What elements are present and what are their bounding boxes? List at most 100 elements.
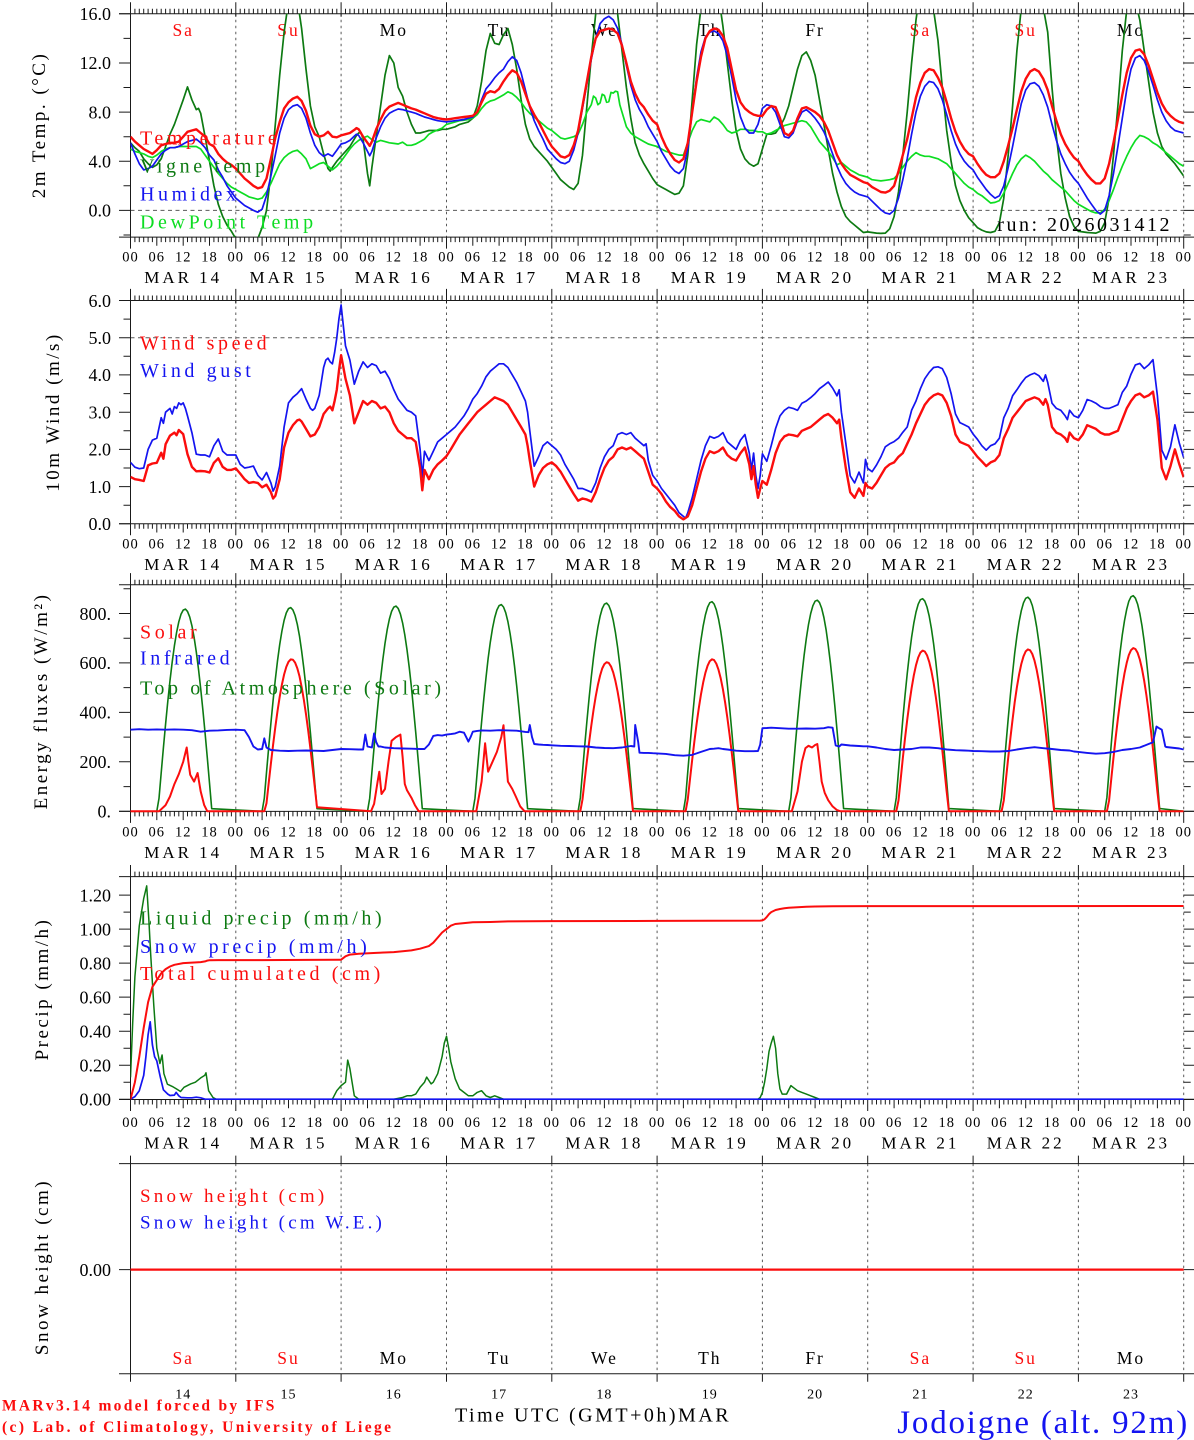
svg-text:00: 00 xyxy=(1175,825,1192,841)
svg-text:06: 06 xyxy=(570,825,587,841)
svg-text:06: 06 xyxy=(886,250,903,266)
svg-text:MAR 14: MAR 14 xyxy=(144,268,222,287)
svg-text:15: 15 xyxy=(281,1388,297,1403)
svg-text:00: 00 xyxy=(859,250,876,266)
svg-text:00: 00 xyxy=(859,825,876,841)
svg-text:12: 12 xyxy=(912,1115,929,1131)
svg-text:18: 18 xyxy=(1149,825,1166,841)
svg-text:0.00: 0.00 xyxy=(80,1090,112,1110)
svg-text:1.20: 1.20 xyxy=(80,885,112,905)
svg-text:Total cumulated (cm): Total cumulated (cm) xyxy=(140,963,384,985)
svg-text:12: 12 xyxy=(1017,250,1034,266)
svg-text:Sa: Sa xyxy=(910,20,932,40)
svg-text:12: 12 xyxy=(702,537,719,553)
svg-text:12: 12 xyxy=(702,250,719,266)
svg-text:00: 00 xyxy=(333,825,350,841)
svg-text:12: 12 xyxy=(1123,250,1140,266)
svg-text:3.0: 3.0 xyxy=(89,403,112,423)
svg-text:00: 00 xyxy=(544,537,561,553)
svg-text:MAR 16: MAR 16 xyxy=(355,843,433,862)
svg-text:00: 00 xyxy=(544,250,561,266)
svg-text:12: 12 xyxy=(702,1115,719,1131)
svg-text:18: 18 xyxy=(1044,1115,1061,1131)
svg-text:MAR 23: MAR 23 xyxy=(1092,843,1170,862)
svg-text:(c) Lab. of Climatology, Unive: (c) Lab. of Climatology, University of L… xyxy=(2,1419,393,1436)
svg-text:MAR 19: MAR 19 xyxy=(671,843,749,862)
svg-text:00: 00 xyxy=(754,825,771,841)
svg-text:12: 12 xyxy=(175,825,192,841)
svg-text:Wind speed: Wind speed xyxy=(140,333,270,355)
svg-text:18: 18 xyxy=(412,537,429,553)
svg-text:Wind gust: Wind gust xyxy=(140,360,254,382)
svg-text:0.: 0. xyxy=(98,802,112,822)
svg-text:Mo: Mo xyxy=(380,1348,408,1368)
svg-text:23: 23 xyxy=(1123,1388,1139,1403)
svg-text:18: 18 xyxy=(623,537,640,553)
svg-text:00: 00 xyxy=(438,825,455,841)
svg-text:12: 12 xyxy=(175,537,192,553)
svg-text:12: 12 xyxy=(702,825,719,841)
svg-text:MAR 14: MAR 14 xyxy=(144,1133,222,1152)
svg-text:MAR 20: MAR 20 xyxy=(776,555,854,574)
svg-text:06: 06 xyxy=(149,250,166,266)
svg-text:8.0: 8.0 xyxy=(89,102,112,122)
svg-text:Fr: Fr xyxy=(805,20,825,40)
svg-text:12: 12 xyxy=(386,537,403,553)
svg-text:18: 18 xyxy=(728,250,745,266)
svg-text:200.: 200. xyxy=(80,752,112,772)
svg-text:18: 18 xyxy=(938,825,955,841)
svg-text:18: 18 xyxy=(596,1388,612,1403)
svg-text:12: 12 xyxy=(596,1115,613,1131)
svg-text:5.0: 5.0 xyxy=(89,328,112,348)
svg-text:MAR 23: MAR 23 xyxy=(1092,268,1170,287)
svg-text:00: 00 xyxy=(333,1115,350,1131)
svg-text:0.0: 0.0 xyxy=(89,514,112,534)
svg-text:800.: 800. xyxy=(80,604,112,624)
svg-text:06: 06 xyxy=(886,1115,903,1131)
svg-text:MAR 21: MAR 21 xyxy=(881,1133,959,1152)
svg-text:MAR 16: MAR 16 xyxy=(355,555,433,574)
svg-text:12: 12 xyxy=(175,1115,192,1131)
svg-text:2.0: 2.0 xyxy=(89,440,112,460)
svg-text:18: 18 xyxy=(307,250,324,266)
svg-text:06: 06 xyxy=(991,1115,1008,1131)
svg-text:06: 06 xyxy=(254,537,271,553)
svg-text:18: 18 xyxy=(623,250,640,266)
svg-text:MAR 17: MAR 17 xyxy=(460,268,538,287)
svg-text:We: We xyxy=(591,1348,618,1368)
svg-text:00: 00 xyxy=(544,825,561,841)
svg-text:18: 18 xyxy=(412,1115,429,1131)
svg-text:12: 12 xyxy=(596,825,613,841)
svg-text:MAR 20: MAR 20 xyxy=(776,843,854,862)
svg-text:00: 00 xyxy=(544,1115,561,1131)
svg-text:MAR 16: MAR 16 xyxy=(355,1133,433,1152)
svg-text:18: 18 xyxy=(201,1115,218,1131)
svg-text:00: 00 xyxy=(1070,825,1087,841)
svg-text:18: 18 xyxy=(728,825,745,841)
svg-text:00: 00 xyxy=(649,825,666,841)
svg-text:12: 12 xyxy=(912,250,929,266)
svg-text:Snow height (cm): Snow height (cm) xyxy=(140,1186,327,1207)
svg-text:12: 12 xyxy=(1017,537,1034,553)
svg-text:00: 00 xyxy=(122,537,139,553)
svg-text:18: 18 xyxy=(307,537,324,553)
svg-text:12: 12 xyxy=(912,825,929,841)
svg-text:00: 00 xyxy=(965,825,982,841)
svg-text:Infrared: Infrared xyxy=(140,648,233,670)
svg-text:00: 00 xyxy=(438,537,455,553)
svg-text:MAR 17: MAR 17 xyxy=(460,843,538,862)
svg-text:MAR 15: MAR 15 xyxy=(250,268,328,287)
svg-text:20: 20 xyxy=(807,1388,823,1403)
svg-text:12: 12 xyxy=(807,250,824,266)
svg-text:MAR 22: MAR 22 xyxy=(987,555,1065,574)
svg-text:14: 14 xyxy=(175,1388,191,1403)
svg-text:18: 18 xyxy=(938,250,955,266)
svg-text:Su: Su xyxy=(1014,1348,1036,1368)
svg-text:MAR 19: MAR 19 xyxy=(671,555,749,574)
svg-text:06: 06 xyxy=(886,537,903,553)
svg-text:12: 12 xyxy=(807,537,824,553)
svg-text:18: 18 xyxy=(623,1115,640,1131)
svg-text:06: 06 xyxy=(780,825,797,841)
svg-text:21: 21 xyxy=(912,1388,928,1403)
svg-text:Snow height (cm W.E.): Snow height (cm W.E.) xyxy=(140,1213,385,1234)
